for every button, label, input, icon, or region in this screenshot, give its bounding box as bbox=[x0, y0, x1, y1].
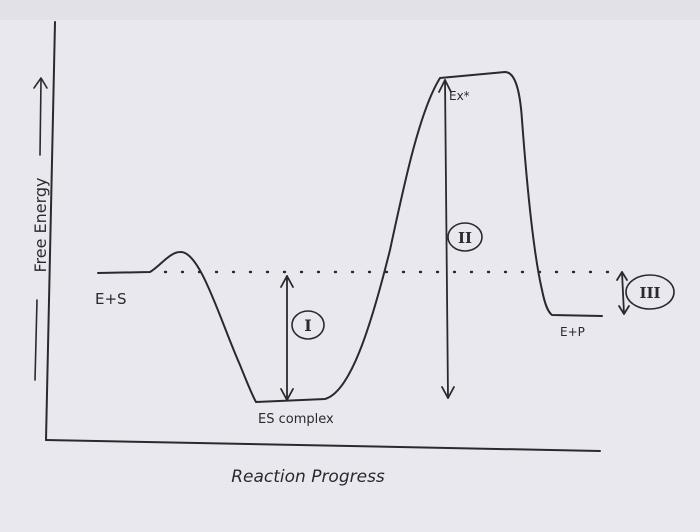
energy-curve bbox=[97, 71, 603, 403]
energy-arrow-three bbox=[616, 271, 630, 315]
arrow-two-head-up-icon bbox=[438, 79, 452, 93]
arrow-one-head-up-icon bbox=[280, 275, 294, 288]
state-label-intermediate: ES complex bbox=[258, 412, 334, 427]
y-axis-label-group: Free Energy bbox=[31, 77, 50, 381]
y-axis bbox=[45, 21, 56, 441]
state-label-end: E+P bbox=[560, 325, 585, 339]
y-axis-label-line-upper bbox=[39, 79, 42, 156]
marker-one: I bbox=[291, 310, 325, 340]
state-label-start: E+S bbox=[95, 290, 127, 308]
arrow-three-head-up-icon bbox=[616, 271, 628, 281]
energy-arrow-two bbox=[438, 79, 455, 399]
x-axis bbox=[45, 439, 601, 452]
y-axis-label-line-lower bbox=[34, 299, 38, 381]
y-axis-label: Free Energy bbox=[31, 177, 50, 272]
arrow-three-head-down-icon bbox=[618, 305, 630, 315]
energy-arrow-one bbox=[280, 275, 294, 401]
marker-one-circle bbox=[291, 310, 325, 340]
arrow-two-line bbox=[444, 79, 449, 399]
arrow-three-line bbox=[621, 271, 625, 315]
marker-one-text: I bbox=[304, 316, 311, 335]
state-label-transition: Ex* bbox=[449, 89, 470, 103]
up-arrow-icon bbox=[33, 77, 48, 89]
marker-three: III bbox=[625, 274, 675, 310]
x-axis-label: Reaction Progress bbox=[231, 467, 385, 487]
marker-two-circle bbox=[447, 222, 483, 252]
paper-top-shadow bbox=[0, 0, 700, 20]
marker-two-text: II bbox=[458, 229, 472, 247]
marker-three-text: III bbox=[639, 284, 660, 302]
marker-two: II bbox=[447, 222, 483, 252]
arrow-one-head-down-icon bbox=[280, 388, 294, 401]
marker-three-circle bbox=[625, 274, 675, 310]
arrow-two-head-down-icon bbox=[441, 386, 455, 399]
